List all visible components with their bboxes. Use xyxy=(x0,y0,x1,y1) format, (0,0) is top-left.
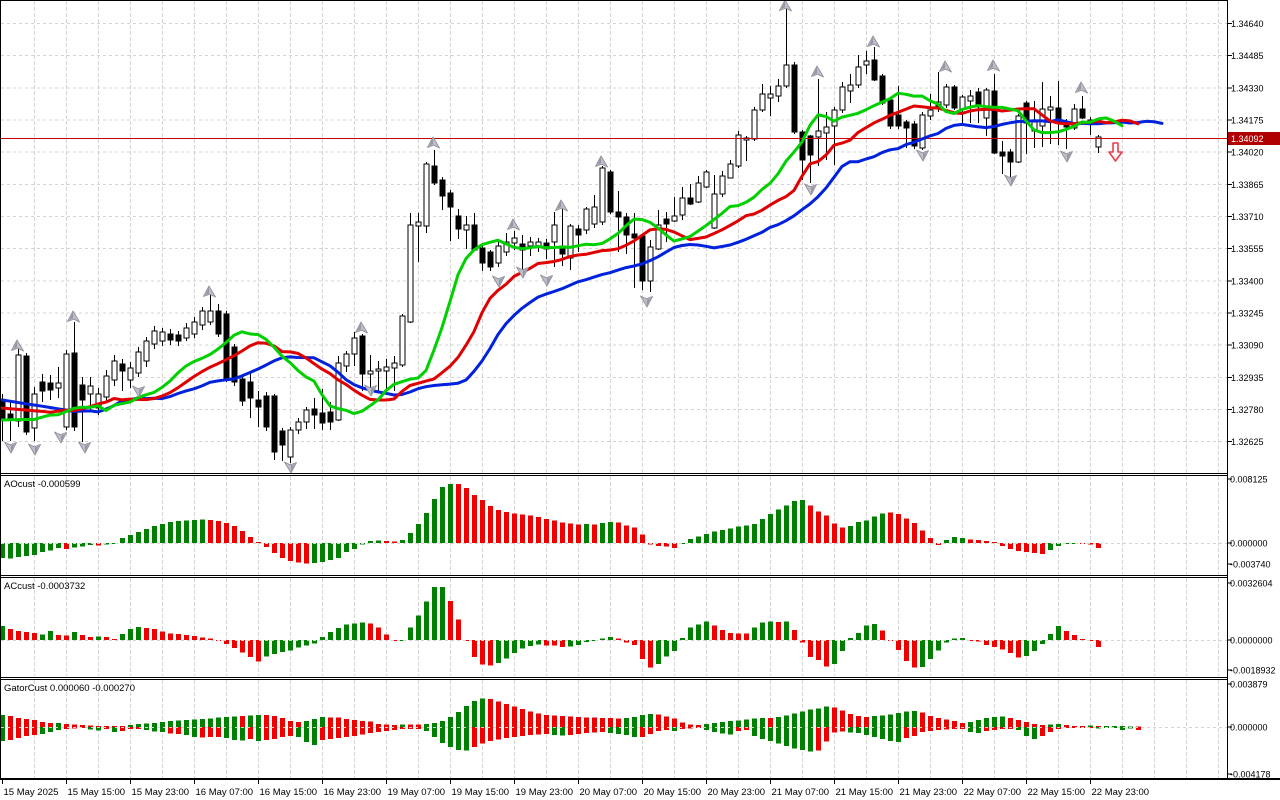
svg-text:22 May 23:00: 22 May 23:00 xyxy=(1092,787,1150,798)
svg-text:15 May 2025: 15 May 2025 xyxy=(4,787,59,798)
svg-text:0.003879: 0.003879 xyxy=(1230,680,1268,690)
svg-text:1.34485: 1.34485 xyxy=(1231,51,1264,61)
svg-text:0.000000: 0.000000 xyxy=(1230,723,1268,733)
svg-text:1.33710: 1.33710 xyxy=(1231,212,1264,222)
svg-text:22 May 15:00: 22 May 15:00 xyxy=(1028,787,1086,798)
svg-text:19 May 23:00: 19 May 23:00 xyxy=(516,787,574,798)
svg-text:1.34175: 1.34175 xyxy=(1231,116,1264,126)
svg-text:20 May 15:00: 20 May 15:00 xyxy=(644,787,702,798)
svg-text:20 May 07:00: 20 May 07:00 xyxy=(580,787,638,798)
svg-text:1.32935: 1.32935 xyxy=(1231,373,1264,383)
svg-text:22 May 07:00: 22 May 07:00 xyxy=(964,787,1022,798)
svg-text:1.33245: 1.33245 xyxy=(1231,309,1264,319)
svg-text:AOcust -0.000599: AOcust -0.000599 xyxy=(4,479,81,490)
svg-text:16 May 07:00: 16 May 07:00 xyxy=(196,787,254,798)
svg-text:1.33555: 1.33555 xyxy=(1231,244,1264,254)
svg-text:0.008125: 0.008125 xyxy=(1230,475,1268,485)
svg-text:0.0032604: 0.0032604 xyxy=(1230,579,1273,589)
svg-text:1.33865: 1.33865 xyxy=(1231,180,1264,190)
svg-text:-0.004178: -0.004178 xyxy=(1230,770,1271,780)
svg-text:20 May 23:00: 20 May 23:00 xyxy=(708,787,766,798)
svg-text:21 May 15:00: 21 May 15:00 xyxy=(836,787,894,798)
svg-text:1.33090: 1.33090 xyxy=(1231,341,1264,351)
svg-text:16 May 15:00: 16 May 15:00 xyxy=(260,787,318,798)
svg-text:21 May 07:00: 21 May 07:00 xyxy=(772,787,830,798)
svg-text:1.34092: 1.34092 xyxy=(1231,134,1264,144)
svg-text:GatorCust 0.000060 -0.000270: GatorCust 0.000060 -0.000270 xyxy=(4,683,135,694)
svg-text:19 May 15:00: 19 May 15:00 xyxy=(452,787,510,798)
svg-text:-0.003740: -0.003740 xyxy=(1230,560,1271,570)
svg-text:15 May 15:00: 15 May 15:00 xyxy=(68,787,126,798)
svg-text:-0.0018932: -0.0018932 xyxy=(1230,666,1276,676)
svg-text:19 May 07:00: 19 May 07:00 xyxy=(388,787,446,798)
svg-text:1.34640: 1.34640 xyxy=(1231,19,1264,29)
svg-text:1.34330: 1.34330 xyxy=(1231,83,1264,93)
svg-text:16 May 23:00: 16 May 23:00 xyxy=(324,787,382,798)
svg-text:1.32625: 1.32625 xyxy=(1231,437,1264,447)
svg-text:1.34020: 1.34020 xyxy=(1231,148,1264,158)
svg-text:ACcust -0.0003732: ACcust -0.0003732 xyxy=(4,581,85,592)
svg-text:1.33400: 1.33400 xyxy=(1231,276,1264,286)
svg-text:21 May 23:00: 21 May 23:00 xyxy=(900,787,958,798)
svg-text:15 May 23:00: 15 May 23:00 xyxy=(132,787,190,798)
svg-text:1.32780: 1.32780 xyxy=(1231,405,1264,415)
svg-text:0.0000000: 0.0000000 xyxy=(1230,636,1273,646)
svg-text:0.000000: 0.000000 xyxy=(1230,539,1268,549)
